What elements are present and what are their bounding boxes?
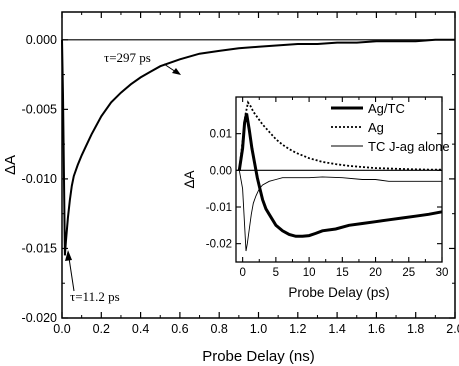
main-x-tick-label: 1.8: [407, 322, 424, 336]
main-x-axis-label: Probe Delay (ns): [202, 348, 315, 365]
inset-x-ticks: 0 5 10 15 20 25 30: [239, 97, 448, 279]
inset-x-axis-label: Probe Delay (ps): [288, 285, 389, 300]
main-series-line: [61, 38, 455, 256]
main-x-tick-label: 0.2: [93, 322, 110, 336]
inset-series-line-2: [238, 170, 442, 252]
inset-y-tick-label: -0.02: [206, 239, 232, 251]
inset-x-tick-label: 25: [402, 267, 415, 279]
main-y-axis-label: ΔA: [2, 155, 19, 175]
inset-y-ticks: 0.01 0.00 -0.01 -0.02: [206, 129, 442, 251]
inset-y-tick-label: -0.01: [206, 202, 232, 214]
main-x-tick-label: 0.8: [211, 322, 228, 336]
main-y-tick-label: -0.010: [22, 172, 57, 186]
main-y-tick-label: -0.005: [22, 102, 57, 116]
inset-x-tick-label: 20: [369, 267, 382, 279]
annotation-tau-297: τ=297 ps: [104, 50, 151, 65]
inset-y-tick-label: 0.00: [210, 165, 232, 177]
inset-series-line-0: [237, 113, 443, 238]
inset-x-tick-label: 5: [273, 267, 279, 279]
main-x-tick-label: 1.2: [289, 322, 306, 336]
main-x-tick-label: 1.4: [328, 322, 345, 336]
annotation-arrowhead-297: [172, 68, 181, 75]
inset-x-tick-label: 30: [436, 267, 449, 279]
inset-legend: Ag/TC Ag TC J-ag alone: [331, 101, 450, 154]
annotation-arrow-11: [68, 257, 75, 292]
main-x-tick-label: 0.4: [132, 322, 149, 336]
main-y-tick-label: 0.000: [26, 33, 57, 47]
main-chart: 0.00.20.40.60.81.01.21.41.61.82.0 0.000-…: [2, 11, 459, 365]
legend-label-2: TC J-ag alone: [368, 139, 450, 154]
inset-plot-frame: [235, 96, 443, 263]
inset-series-group: [237, 100, 443, 252]
legend-label-1: Ag: [368, 120, 384, 135]
inset-y-tick-label: 0.01: [210, 129, 232, 141]
main-x-tick-label: 1.0: [250, 322, 267, 336]
main-x-ticks: 0.0 0.2 0.4 0.6 0.8 1.0 1.2 1.4 1.6 1.8 2.0: [53, 12, 459, 336]
main-y-tick-label: -0.020: [22, 311, 57, 325]
inset-x-tick-label: 15: [336, 267, 349, 279]
annotation-tau-11: τ=11.2 ps: [70, 289, 120, 304]
inset-background: [170, 80, 449, 312]
inset-x-tick-label: 0: [239, 267, 245, 279]
inset-x-tick-label: 10: [303, 267, 316, 279]
main-y-tick-label: -0.015: [22, 241, 57, 255]
main-x-tick-label: 0.0: [53, 322, 70, 336]
inset-chart: 0 5 10 15 20 25 30 0.01 0.00 -0.01 -0.02 Ag/TC Ag T…: [170, 80, 450, 312]
legend-label-0: Ag/TC: [368, 101, 405, 116]
inset-series-line-1: [238, 100, 442, 171]
inset-y-axis-label: ΔA: [182, 170, 197, 188]
annotation-arrowhead-11: [65, 250, 72, 261]
main-x-tick-label: 2.0: [446, 322, 459, 336]
main-x-tick-label: 1.6: [368, 322, 385, 336]
main-x-tick-label: 0.6: [171, 322, 188, 336]
